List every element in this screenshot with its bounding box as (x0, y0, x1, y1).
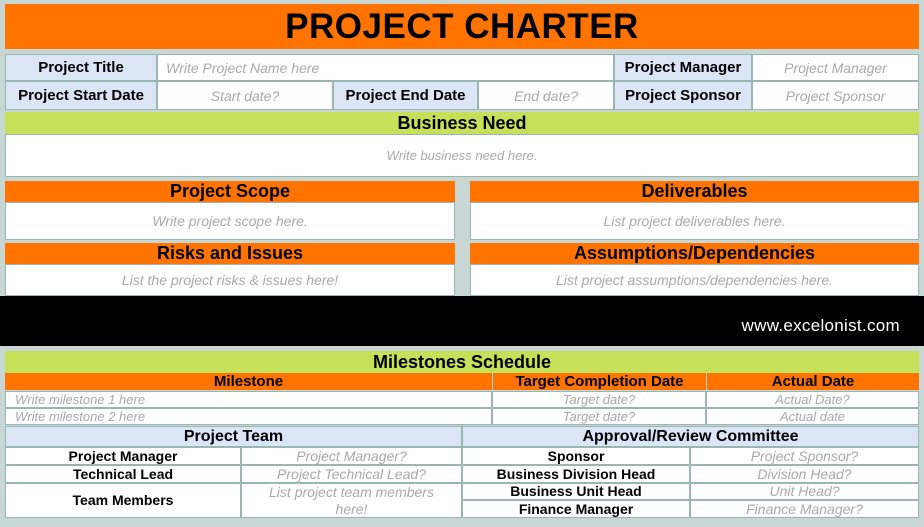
milestones-heading: Milestones Schedule (372, 351, 552, 372)
sponsor-field[interactable]: Project Sponsor (752, 81, 919, 110)
business-need-header: Business Need (5, 112, 919, 134)
project-manager-label: Project Manager (614, 54, 752, 81)
risks-header: Risks and Issues (5, 243, 455, 264)
milestone-col-label: Milestone (213, 373, 284, 390)
deliverables-header: Deliverables (470, 181, 919, 202)
assumptions-heading: Assumptions/Dependencies (573, 243, 816, 263)
business-need-heading: Business Need (397, 112, 527, 133)
team-role-technical-lead: Technical Lead (5, 465, 241, 483)
committee-unit-head-field[interactable]: Unit Head? (690, 483, 919, 500)
start-date-label: Project Start Date (5, 81, 157, 110)
end-date-label: Project End Date (333, 81, 478, 110)
project-team-heading: Project Team (183, 427, 284, 445)
banner-text: www.excelonist.com (741, 316, 900, 335)
team-technical-lead-field[interactable]: Project Technical Lead? (241, 465, 462, 483)
risks-heading: Risks and Issues (156, 243, 304, 263)
page-title: PROJECT CHARTER (285, 6, 639, 46)
start-date-field[interactable]: Start date? (157, 81, 333, 110)
project-title-field[interactable]: Write Project Name here (157, 54, 614, 81)
committee-sponsor-field[interactable]: Project Sponsor? (690, 447, 919, 465)
project-team-header: Project Team (5, 426, 462, 447)
milestone-col-header: Milestone (5, 373, 492, 390)
committee-header: Approval/Review Committee (462, 426, 919, 447)
milestone-1-field[interactable]: Write milestone 1 here (5, 391, 492, 408)
milestones-header: Milestones Schedule (5, 351, 919, 373)
team-project-manager-field[interactable]: Project Manager? (241, 447, 462, 465)
milestone-2-field[interactable]: Write milestone 2 here (5, 408, 492, 425)
sponsor-label: Project Sponsor (614, 81, 752, 110)
end-date-field[interactable]: End date? (478, 81, 614, 110)
project-scope-field[interactable]: Write project scope here. (5, 202, 455, 240)
committee-division-head-field[interactable]: Division Head? (690, 465, 919, 483)
assumptions-field[interactable]: List project assumptions/dependencies he… (470, 264, 919, 296)
charter-title-bar: PROJECT CHARTER (5, 4, 919, 49)
risks-field[interactable]: List the project risks & issues here! (5, 264, 455, 296)
committee-role-unit-head: Business Unit Head (462, 483, 690, 500)
project-scope-header: Project Scope (5, 181, 455, 202)
deliverables-heading: Deliverables (641, 181, 748, 201)
project-manager-field[interactable]: Project Manager (752, 54, 919, 81)
team-role-team-members: Team Members (5, 483, 241, 518)
business-need-field[interactable]: Write business need here. (5, 134, 919, 177)
committee-role-division-head: Business Division Head (462, 465, 690, 483)
team-members-field[interactable]: List project team members here! (241, 483, 462, 518)
milestone-1-target-field[interactable]: Target date? (492, 391, 706, 408)
milestone-2-target-field[interactable]: Target date? (492, 408, 706, 425)
committee-role-finance-manager: Finance Manager (462, 500, 690, 518)
project-title-label: Project Title (5, 54, 157, 81)
committee-role-sponsor: Sponsor (462, 447, 690, 465)
milestone-2-actual-field[interactable]: Actual date (706, 408, 919, 425)
watermark-banner: www.excelonist.com (0, 296, 924, 346)
milestone-1-actual-field[interactable]: Actual Date? (706, 391, 919, 408)
actual-date-col-header: Actual Date (706, 373, 919, 390)
committee-finance-manager-field[interactable]: Finance Manager? (690, 500, 919, 518)
target-date-col-header: Target Completion Date (492, 373, 706, 390)
committee-heading: Approval/Review Committee (582, 427, 799, 445)
actual-date-col-label: Actual Date (771, 373, 855, 390)
target-date-col-label: Target Completion Date (515, 373, 684, 390)
deliverables-field[interactable]: List project deliverables here. (470, 202, 919, 240)
assumptions-header: Assumptions/Dependencies (470, 243, 919, 264)
team-role-project-manager: Project Manager (5, 447, 241, 465)
project-scope-heading: Project Scope (169, 181, 291, 201)
